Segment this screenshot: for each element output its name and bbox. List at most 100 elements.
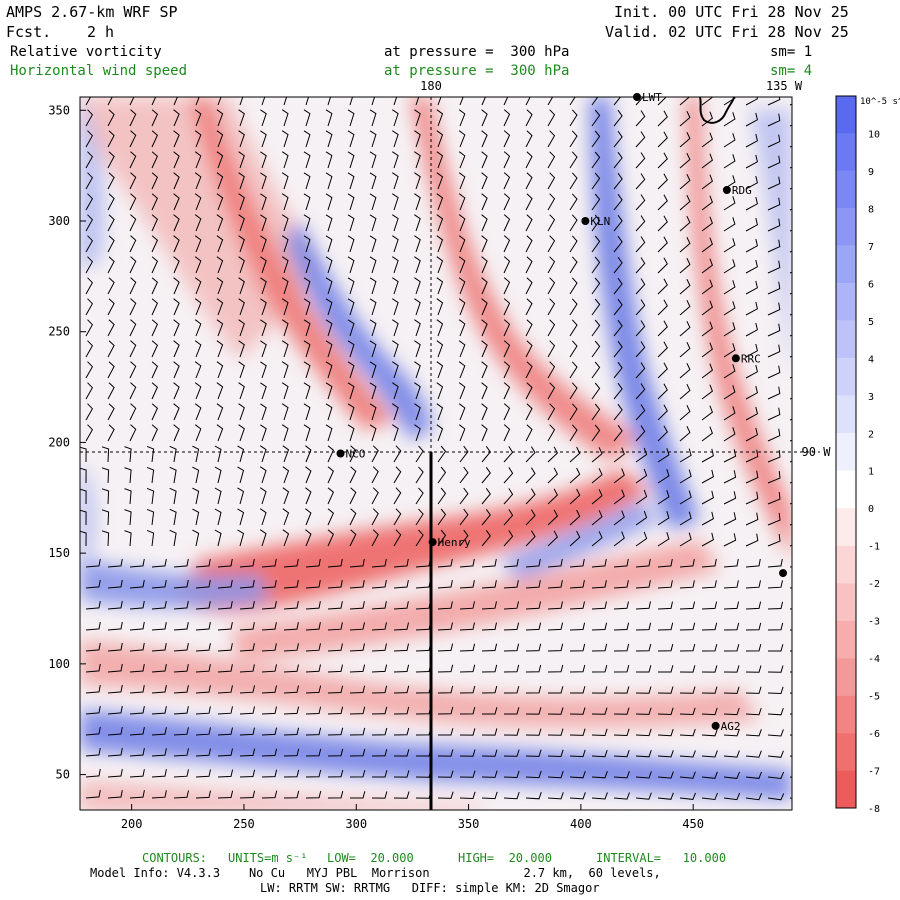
wind-barb: [129, 621, 145, 631]
station-label: AG2: [721, 720, 741, 733]
wind-barb: [458, 172, 466, 190]
wind-barb: [414, 298, 421, 316]
wind-barb: [129, 642, 145, 652]
wind-barb: [327, 466, 335, 484]
wind-barb: [679, 750, 696, 758]
wind-barb: [195, 601, 211, 610]
wind-barb: [414, 403, 421, 421]
wind-barb: [261, 706, 277, 715]
wind-barb: [613, 172, 623, 190]
wind-barb: [436, 214, 444, 232]
wind-barb: [195, 579, 211, 589]
wind-barb: [459, 749, 476, 757]
wind-barb: [459, 445, 469, 463]
wind-barb: [129, 193, 137, 211]
wind-barb: [525, 601, 541, 610]
wind-barb: [767, 386, 781, 400]
wind-barb: [481, 791, 498, 800]
wind-barb: [547, 558, 563, 568]
wind-barb: [569, 601, 585, 610]
wind-barb: [613, 403, 623, 421]
y-tick-label: 100: [48, 657, 70, 671]
x-tick-label: 200: [121, 817, 143, 831]
wind-barb: [745, 643, 762, 652]
wind-barb: [85, 97, 92, 106]
wind-barb: [393, 791, 410, 799]
wind-barb: [547, 214, 556, 232]
colorbar-label: -1: [868, 542, 880, 553]
wind-barb: [239, 769, 256, 778]
wind-barb: [281, 319, 289, 337]
wind-barb: [85, 256, 94, 274]
wind-barb: [635, 447, 648, 463]
wind-barb: [503, 664, 520, 673]
wind-barb: [481, 151, 488, 169]
wind-barb: [569, 530, 581, 547]
wind-barb: [458, 151, 466, 169]
wind-barb: [414, 214, 421, 232]
wind-barb: [239, 601, 255, 610]
wind-barb: [525, 130, 533, 148]
wind-barb: [85, 172, 94, 190]
wind-barb: [679, 194, 691, 211]
wind-barb: [194, 130, 202, 148]
wind-barb: [195, 622, 211, 631]
wind-barb: [371, 580, 387, 589]
wind-barb: [569, 130, 578, 148]
wind-barb: [173, 361, 180, 379]
wind-barb: [305, 622, 321, 631]
wind-barb: [303, 214, 311, 232]
wind-barb: [349, 622, 365, 631]
wind-barb: [701, 237, 714, 253]
wind-barb: [124, 467, 132, 484]
y-tick-label: 200: [48, 435, 70, 449]
wind-barb: [393, 97, 398, 106]
wind-barb: [613, 193, 623, 211]
wind-barb: [80, 509, 87, 526]
wind-barb: [525, 403, 533, 421]
wind-barb: [525, 382, 533, 400]
wind-barb: [107, 769, 123, 778]
wind-barb: [635, 707, 652, 715]
wind-barb: [591, 531, 603, 547]
wind-barb: [745, 729, 762, 737]
wind-barb: [503, 558, 519, 568]
wind-barb: [85, 789, 101, 799]
wind-barb: [525, 193, 533, 211]
wind-barb: [723, 343, 736, 358]
wind-barb: [195, 790, 211, 799]
wind-barb: [261, 601, 277, 610]
wind-barb: [569, 172, 578, 190]
wind-barb: [414, 235, 421, 253]
wind-barb: [503, 193, 511, 211]
wind-barb: [657, 707, 674, 716]
wind-barb: [745, 622, 762, 631]
wind-barb: [303, 172, 311, 190]
station-label: NCO: [346, 448, 366, 461]
wind-barb: [169, 529, 177, 547]
wind-barb: [701, 665, 718, 673]
wind-barb: [481, 728, 498, 736]
wind-barb: [237, 445, 245, 463]
wind-barb: [613, 749, 630, 758]
wind-barb: [283, 601, 299, 610]
wind-barb: [437, 487, 447, 505]
wind-barb: [151, 214, 159, 232]
wind-barb: [173, 706, 189, 715]
wind-barb: [281, 130, 289, 148]
wind-barb: [701, 195, 714, 211]
wind-barb: [173, 727, 189, 736]
wind-barb: [371, 529, 379, 547]
wind-barb: [282, 466, 290, 484]
wind-barb: [303, 424, 311, 442]
wind-barb: [305, 466, 312, 484]
wind-barb: [129, 109, 137, 127]
wind-barb: [260, 193, 267, 211]
colorbar-segment: [836, 433, 856, 471]
wind-barb: [503, 361, 511, 379]
wind-barb: [701, 643, 718, 652]
wind-barb: [701, 279, 714, 295]
wind-barb: [657, 236, 668, 253]
wind-barb: [591, 728, 608, 737]
